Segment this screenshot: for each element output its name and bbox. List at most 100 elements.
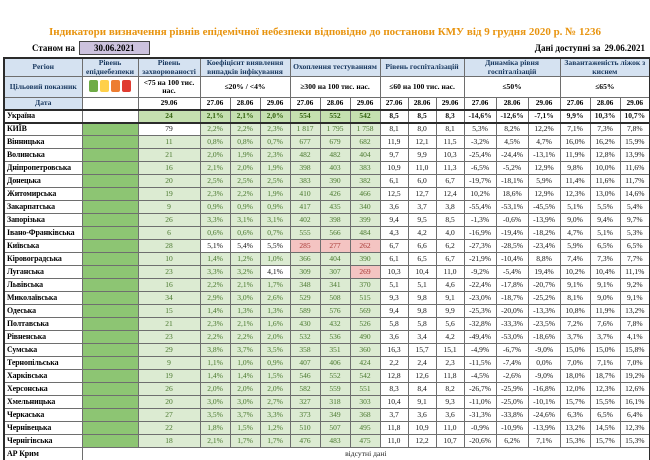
- epidemic-level-cell: [81, 421, 139, 436]
- value-cell-sick: 19: [137, 187, 201, 202]
- value-cell-test: 309: [289, 265, 321, 280]
- value-cell-hosp: 3,4: [407, 330, 437, 345]
- epidemic-level-cell: [81, 161, 139, 176]
- value-cell-coef: 0,6%: [229, 226, 261, 241]
- epidemic-level-cell: [81, 304, 139, 319]
- region-label: Київська: [3, 239, 83, 254]
- value-cell-hosp: 8,1: [435, 122, 465, 137]
- value-cell-test: 426: [319, 187, 351, 202]
- date-header-hosp-0: 27.06: [379, 97, 409, 111]
- value-cell-coef: 0,9%: [259, 356, 291, 371]
- region-label: Сумська: [3, 343, 83, 358]
- date-header-sick-0: 29.06: [137, 97, 201, 111]
- table-row: Кіровоградська 10 1,4% 1,2% 1,0% 366 404 390 6,1…: [3, 252, 650, 267]
- region-label: Закарпатська: [3, 200, 83, 215]
- value-cell-test: 348: [289, 278, 321, 293]
- value-cell-coef: 2,5%: [229, 174, 261, 189]
- value-cell-hosp: 8,4: [407, 382, 437, 397]
- value-cell-beds: 3,7%: [589, 330, 621, 345]
- value-cell-beds: 6,5%: [589, 408, 621, 423]
- value-cell-dyn: -23,5%: [527, 317, 561, 332]
- value-cell-dyn: 12,9%: [527, 187, 561, 202]
- value-cell-test: 383: [349, 161, 381, 176]
- value-cell-beds: 14,5%: [589, 421, 621, 436]
- value-cell-dyn: -10,1%: [527, 395, 561, 410]
- value-cell-dyn: -26,7%: [463, 382, 497, 397]
- value-cell-test: 432: [319, 317, 351, 332]
- group-target-coef: ≤20% / <4%: [199, 76, 291, 99]
- value-cell-dyn: 4,5%: [495, 135, 529, 150]
- value-cell-dyn: -20,7%: [527, 278, 561, 293]
- data-available-label: Дані доступні за: [534, 43, 601, 54]
- value-cell-beds: 9,1%: [589, 278, 621, 293]
- value-cell-coef: 5,1%: [199, 239, 231, 254]
- value-cell-test: 582: [289, 382, 321, 397]
- value-cell-hosp: 6,1: [379, 174, 409, 189]
- value-cell-test: 555: [289, 226, 321, 241]
- no-data-cell: відсутні дані: [81, 447, 650, 460]
- value-cell-sick: 11: [137, 135, 201, 150]
- epidemic-level-cell: [81, 343, 139, 358]
- value-cell-test: 417: [289, 200, 321, 215]
- value-cell-beds: 11,9%: [559, 148, 591, 163]
- date-header-dyn-2: 29.06: [527, 97, 561, 111]
- value-cell-dyn: -33,8%: [495, 408, 529, 423]
- as-of-label: Станом на: [32, 43, 75, 54]
- value-cell-hosp: 9,9: [407, 148, 437, 163]
- value-cell-dyn: -24,6%: [527, 408, 561, 423]
- value-cell-hosp: 5,6: [435, 317, 465, 332]
- date-header-test-0: 27.06: [289, 97, 321, 111]
- value-cell-beds: 7,6%: [589, 317, 621, 332]
- value-cell-test: 360: [349, 343, 381, 358]
- value-cell-coef: 1,2%: [229, 252, 261, 267]
- value-cell-coef: 2,0%: [199, 382, 231, 397]
- value-cell-test: 407: [289, 356, 321, 371]
- value-cell-test: 398: [289, 161, 321, 176]
- value-cell-sick: 19: [137, 369, 201, 384]
- value-cell-dyn: -18,7%: [495, 291, 529, 306]
- value-cell-beds: 15,0%: [589, 343, 621, 358]
- value-cell-sick: 23: [137, 330, 201, 345]
- value-cell-test: 285: [289, 239, 321, 254]
- value-cell-sick: 10: [137, 252, 201, 267]
- table-row: Донецька 20 2,5% 2,5% 2,5% 383 390 382 6,1 6,0 6,7…: [3, 174, 650, 189]
- value-cell-beds: 12,8%: [589, 148, 621, 163]
- value-cell-hosp: 8,1: [379, 122, 409, 137]
- value-cell-hosp: 12,4: [435, 187, 465, 202]
- value-cell-coef: 1,9%: [259, 161, 291, 176]
- value-cell-hosp: 11,9: [379, 135, 409, 150]
- value-cell-sick: 16: [137, 161, 201, 176]
- value-cell-beds: 9,2%: [619, 278, 650, 293]
- value-cell-test: 1 795: [319, 122, 351, 137]
- region-label: Полтавська: [3, 317, 83, 332]
- value-cell-coef: 2,2%: [199, 278, 231, 293]
- epidemic-level-cell: [81, 395, 139, 410]
- value-cell-hosp: 6,7: [435, 174, 465, 189]
- epidemic-level-cell: [81, 356, 139, 371]
- value-cell-dyn: -23,4%: [527, 239, 561, 254]
- level-legend-cell: [81, 76, 139, 99]
- date-header-beds-1: 28.06: [589, 97, 621, 111]
- value-cell-beds: 9,8%: [559, 161, 591, 176]
- value-cell-test: 383: [289, 174, 321, 189]
- value-cell-beds: 9,0%: [559, 213, 591, 228]
- value-cell-dyn: 8,8%: [527, 252, 561, 267]
- value-cell-coef: 2,1%: [199, 109, 231, 124]
- value-cell-coef: 1,5%: [229, 421, 261, 436]
- table-row: Черкаська 27 3,5% 3,7% 3,3% 373 349 368 3,7 3,6 3,…: [3, 408, 650, 423]
- value-cell-test: 368: [349, 408, 381, 423]
- region-label: АР Крим: [3, 447, 83, 460]
- value-cell-dyn: -10,4%: [495, 252, 529, 267]
- value-cell-hosp: 4,2: [407, 226, 437, 241]
- epidemic-level-cell: [81, 239, 139, 254]
- value-cell-test: 559: [319, 382, 351, 397]
- value-cell-hosp: 10,3: [379, 265, 409, 280]
- value-cell-dyn: 8,2%: [495, 122, 529, 137]
- value-cell-coef: 1,7%: [259, 278, 291, 293]
- value-cell-beds: 18,0%: [559, 369, 591, 384]
- value-cell-hosp: 12,8: [379, 369, 409, 384]
- region-label: Донецька: [3, 174, 83, 189]
- value-cell-coef: 1,9%: [229, 148, 261, 163]
- value-cell-dyn: 12,9%: [527, 161, 561, 176]
- value-cell-coef: 2,2%: [199, 122, 231, 137]
